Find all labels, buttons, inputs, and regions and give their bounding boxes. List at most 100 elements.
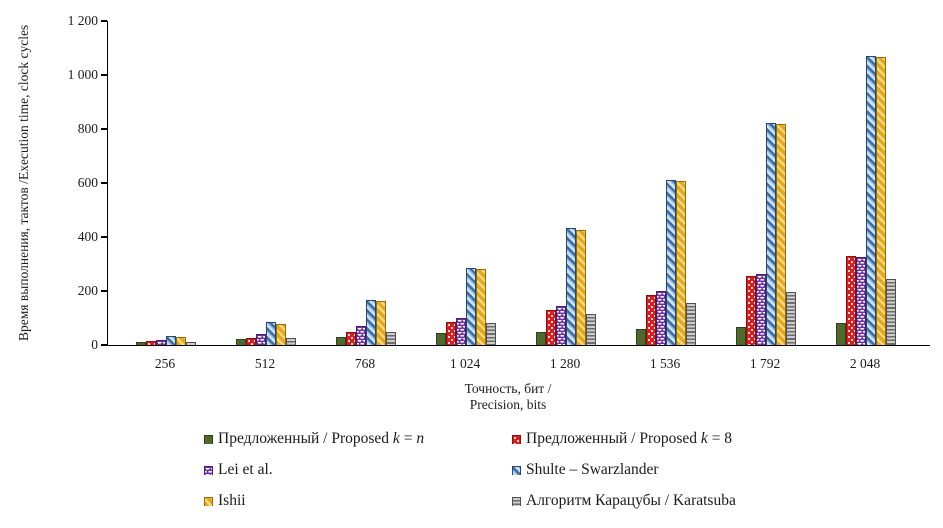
bar-group-768 [316,21,416,345]
bar-group-256 [116,21,216,345]
x-tick-label: 512 [254,356,276,371]
legend-label: Shulte – Swarzlander [526,461,659,478]
legend-item: Shulte – Swarzlander [512,461,736,479]
bar [846,255,856,345]
bar [246,337,256,345]
x-axis-title: Точность, бит / Precision, bits [388,381,628,413]
y-tick-label: 400 [77,229,98,244]
bar [146,341,156,345]
bar-group-512 [216,21,316,345]
bar [476,269,486,345]
bar-group-1536 [616,21,716,345]
y-tick-mark [101,182,107,184]
x-tick-label: 768 [354,356,376,371]
legend-marker-icon [512,434,521,444]
x-tick-label: 1 792 [749,356,781,371]
legend-label: Lei et al. [218,461,273,478]
legend-marker-icon [204,496,213,506]
bar [866,55,876,345]
y-tick-mark [101,128,107,130]
bar [856,257,866,345]
bar [556,305,566,345]
legend-label: Ishii [218,492,246,509]
bar [376,301,386,345]
bar [536,331,546,345]
bar [386,331,396,345]
bar [886,279,896,345]
y-axis-title-line: Execution time, clock cycles [16,24,31,181]
legend-marker-icon [512,496,521,506]
bar [156,339,166,345]
bar [636,328,646,345]
x-tick-label: 1 280 [549,356,581,371]
bar [176,336,186,345]
bar [356,326,366,345]
bar [436,332,446,345]
bar [236,339,246,345]
y-tick-label: 0 [91,337,98,352]
y-tick-label: 600 [77,175,98,190]
bar [366,299,376,345]
bar [486,323,496,345]
x-tick-label: 2 048 [849,356,881,371]
bar [276,323,286,345]
bar [586,313,596,345]
bar [776,124,786,345]
bar [186,342,196,345]
x-axis-title-line: Precision, bits [469,397,547,412]
y-tick-mark [101,236,107,238]
bar [166,335,176,345]
bar [836,323,846,345]
bar [256,334,266,345]
y-tick-mark [101,344,107,346]
legend-label: Предложенный / Proposed k = n [218,430,425,447]
bar [786,291,796,345]
legend-item: Lei et al. [204,461,512,479]
bar [666,179,676,345]
bar [736,326,746,345]
legend-label: Алгоритм Карацубы / Karatsuba [526,492,736,509]
legend-label: Предложенный / Proposed k = 8 [526,430,733,447]
bar-groups [108,21,930,345]
bar-group-1792 [716,21,816,345]
plot-area: 0 200 400 600 800 1 000 1 200 [68,14,930,352]
x-tick-label: 1 024 [449,356,481,371]
bar [336,336,346,345]
bar [286,338,296,345]
legend-marker-icon [204,465,213,475]
bar [576,229,586,345]
legend-item: Ishii [204,492,512,510]
bar [756,274,766,345]
chart-legend: Предложенный / Proposed k = n Предложенны… [204,430,736,510]
bar [266,322,276,345]
x-tick-label: 256 [154,356,176,371]
y-axis-title: Время выполнения, тактов / Execution time… [16,21,32,345]
x-axis-tick-labels: 256 512 768 1 024 1 280 1 536 1 792 2 048 [107,356,929,372]
bar [466,267,476,345]
y-tick-mark [101,74,107,76]
bar-group-2048 [816,21,916,345]
y-tick-label: 200 [77,283,98,298]
y-tick-label: 1 000 [67,67,98,82]
bar [766,122,776,345]
bar [746,276,756,345]
legend-item: Предложенный / Proposed k = n [204,430,512,448]
bar [346,331,356,345]
y-tick-label: 800 [77,121,98,136]
y-tick-label: 1 200 [67,13,98,28]
bar [876,57,886,345]
y-axis-title-line: Время выполнения, тактов / [16,180,31,342]
bar [656,291,666,345]
x-axis-title-line: Точность, бит / [464,381,552,396]
bar [646,295,656,345]
legend-item: Алгоритм Карацубы / Karatsuba [512,492,736,510]
y-tick-mark [101,20,107,22]
y-tick-mark [101,290,107,292]
x-tick-label: 1 536 [649,356,681,371]
bar [676,181,686,345]
legend-marker-icon [204,434,213,444]
bar [136,341,146,345]
bar [456,318,466,345]
bar [446,322,456,345]
